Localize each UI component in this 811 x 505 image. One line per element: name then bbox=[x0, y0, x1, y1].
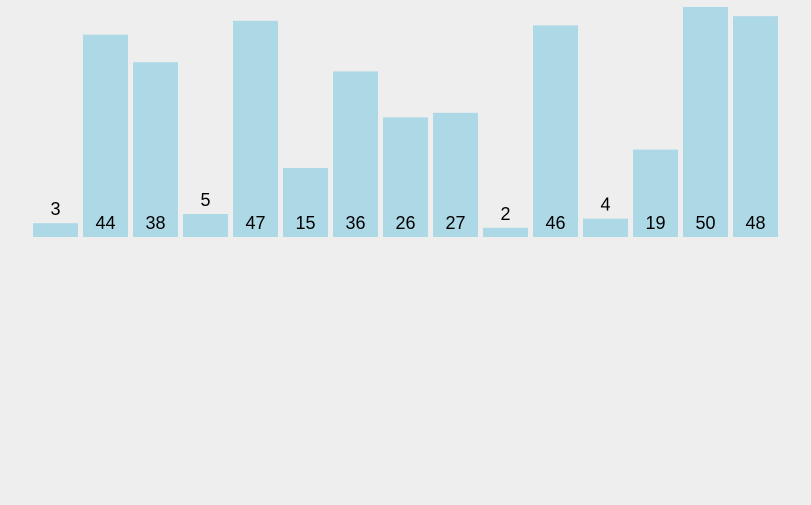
bar bbox=[83, 34, 128, 237]
bar bbox=[483, 227, 528, 237]
bar-value-label: 48 bbox=[745, 213, 765, 233]
bar-value-label: 36 bbox=[345, 213, 365, 233]
bar bbox=[333, 71, 378, 238]
bar-value-label: 26 bbox=[395, 213, 415, 233]
bar-value-label: 50 bbox=[695, 213, 715, 233]
bar bbox=[733, 16, 778, 238]
bar-value-label: 15 bbox=[295, 213, 315, 233]
bar bbox=[583, 218, 628, 237]
bar-value-label: 5 bbox=[200, 190, 210, 210]
bar-value-label: 44 bbox=[95, 213, 115, 233]
bar-value-label: 47 bbox=[245, 213, 265, 233]
bar bbox=[283, 168, 328, 237]
bar-value-label: 3 bbox=[50, 199, 60, 219]
bar bbox=[133, 62, 178, 238]
bar bbox=[183, 214, 228, 237]
bar bbox=[683, 7, 728, 237]
bar bbox=[33, 223, 78, 237]
bar bbox=[383, 117, 428, 237]
bar bbox=[233, 20, 278, 237]
bar-value-label: 27 bbox=[445, 213, 465, 233]
bar-value-label: 46 bbox=[545, 213, 565, 233]
bar bbox=[533, 25, 578, 238]
bar-value-label: 19 bbox=[645, 213, 665, 233]
bar bbox=[633, 149, 678, 237]
bar-value-label: 4 bbox=[600, 195, 610, 215]
bar-value-label: 38 bbox=[145, 213, 165, 233]
bar-value-label: 2 bbox=[500, 204, 510, 224]
bar bbox=[433, 112, 478, 237]
